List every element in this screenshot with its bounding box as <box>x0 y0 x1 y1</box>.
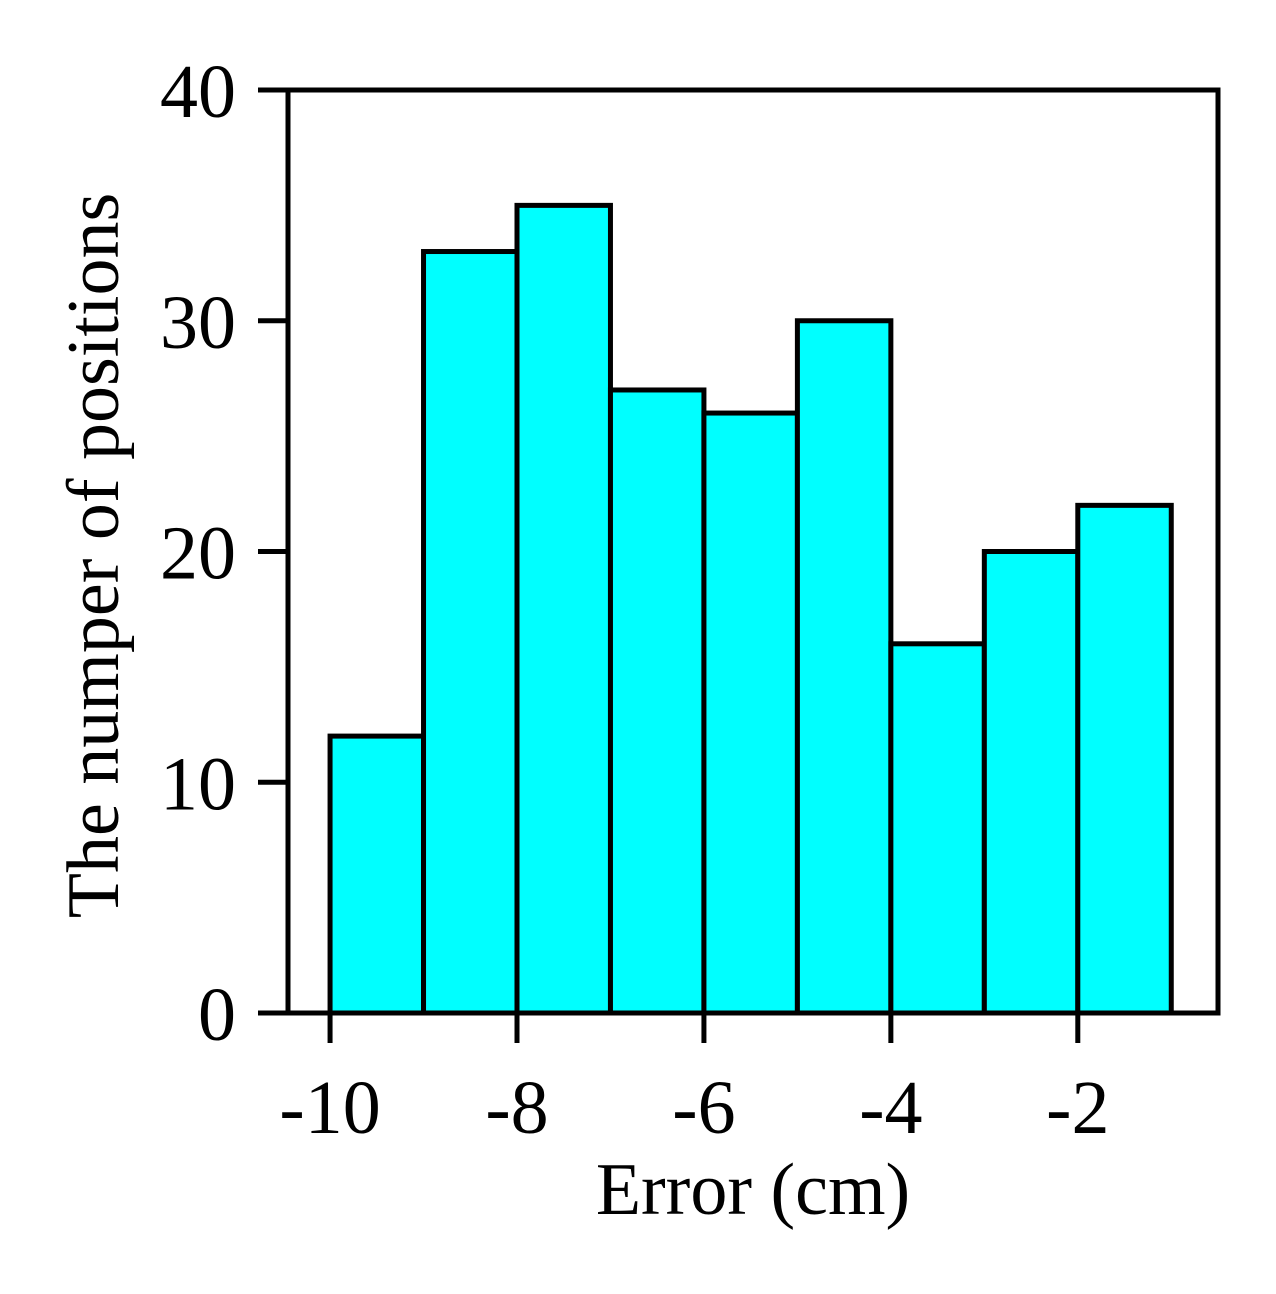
y-tick-label: 10 <box>160 742 236 826</box>
histogram-bar-2 <box>421 249 520 1016</box>
histogram-bar-3 <box>514 202 613 1016</box>
histogram-bar-6 <box>794 318 894 1016</box>
bars-group <box>327 202 1174 1016</box>
x-axis-label: Error (cm) <box>596 1149 910 1231</box>
y-tick-label: 0 <box>198 973 236 1057</box>
x-tick-label: -8 <box>485 1066 548 1150</box>
x-tick-label: -4 <box>859 1066 922 1150</box>
histogram-bar-9 <box>1075 502 1174 1016</box>
x-tick-label: -2 <box>1046 1066 1109 1150</box>
histogram-bar-1 <box>327 733 427 1016</box>
histogram-bar-8 <box>981 549 1081 1016</box>
histogram-bar-4 <box>607 387 707 1016</box>
y-axis-label: The numper of positions <box>53 193 135 919</box>
x-tick-label: -10 <box>279 1066 380 1150</box>
y-tick-label: 40 <box>160 50 236 134</box>
y-axis-ticks: 0 10 20 30 40 <box>160 50 288 1057</box>
x-axis-ticks: -10 -8 -6 -4 -2 <box>279 1013 1109 1150</box>
y-tick-label: 20 <box>160 512 236 596</box>
x-tick-label: -6 <box>672 1066 735 1150</box>
histogram-bar-7 <box>888 641 987 1016</box>
y-tick-label: 30 <box>160 281 236 365</box>
histogram-bar-5 <box>701 410 800 1016</box>
